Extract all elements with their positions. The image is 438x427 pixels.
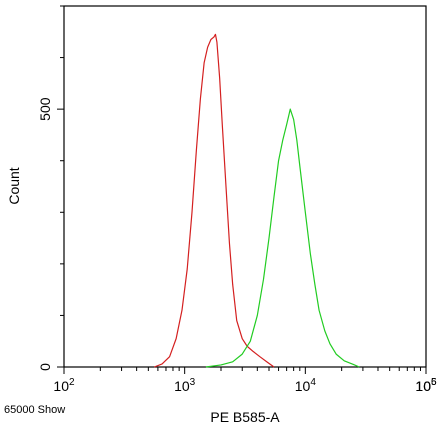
x-tick-label: 103 [174,377,196,394]
x-tick-label: 105 [415,377,437,394]
footer-note: 65000 Show [4,404,66,416]
plot-frame [63,5,427,368]
histogram-series-2 [205,108,360,368]
x-axis-label: PE B585-A [210,409,280,425]
histogram-series-1 [154,33,275,368]
x-tick-label: 102 [53,377,75,394]
y-tick-label: 500 [37,97,53,121]
x-tick-label: 106 [415,377,437,394]
series-layer [154,33,360,368]
y-tick-label: 0 [37,363,53,371]
x-tick-label: 104 [295,377,317,394]
y-axis-label: Count [6,167,22,204]
